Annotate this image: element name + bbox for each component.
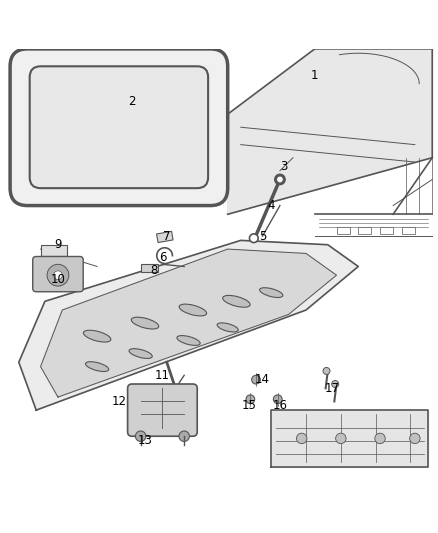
Text: 7: 7	[163, 230, 170, 243]
Text: 2: 2	[128, 95, 136, 108]
FancyBboxPatch shape	[10, 49, 228, 206]
Ellipse shape	[177, 336, 200, 345]
Circle shape	[278, 177, 282, 182]
Polygon shape	[41, 249, 336, 397]
Text: 9: 9	[54, 238, 62, 251]
Circle shape	[250, 234, 258, 243]
Ellipse shape	[223, 295, 250, 307]
FancyBboxPatch shape	[127, 384, 197, 436]
Text: 1: 1	[311, 69, 318, 82]
Ellipse shape	[129, 349, 152, 358]
Bar	[41, 245, 67, 256]
Bar	[141, 264, 158, 272]
Ellipse shape	[131, 317, 159, 329]
Ellipse shape	[260, 288, 283, 297]
Circle shape	[53, 271, 62, 279]
Polygon shape	[228, 49, 432, 214]
Circle shape	[323, 367, 330, 375]
Bar	[402, 228, 415, 234]
Text: 10: 10	[50, 273, 65, 286]
Circle shape	[135, 431, 146, 441]
Circle shape	[179, 431, 189, 441]
FancyBboxPatch shape	[33, 256, 83, 292]
Circle shape	[332, 381, 339, 387]
Bar	[358, 228, 371, 234]
Bar	[336, 228, 350, 234]
Text: 14: 14	[255, 373, 270, 386]
Text: 15: 15	[242, 399, 257, 412]
Text: 4: 4	[268, 199, 275, 212]
Ellipse shape	[85, 362, 109, 372]
Circle shape	[252, 375, 260, 384]
Circle shape	[297, 433, 307, 443]
Circle shape	[47, 264, 69, 286]
Text: 17: 17	[325, 382, 339, 395]
Text: 12: 12	[111, 395, 127, 408]
Text: 16: 16	[272, 399, 287, 412]
Circle shape	[410, 433, 420, 443]
Ellipse shape	[179, 304, 207, 316]
Text: 11: 11	[155, 369, 170, 382]
Circle shape	[336, 433, 346, 443]
Text: 13: 13	[138, 434, 152, 447]
FancyBboxPatch shape	[30, 66, 208, 188]
Polygon shape	[271, 410, 428, 467]
Text: 3: 3	[281, 160, 288, 173]
Circle shape	[273, 395, 282, 403]
Text: 5: 5	[259, 230, 266, 243]
Ellipse shape	[83, 330, 111, 342]
Text: 6: 6	[159, 251, 166, 264]
Circle shape	[246, 395, 254, 403]
Bar	[380, 228, 393, 234]
Bar	[156, 231, 173, 243]
Circle shape	[275, 174, 285, 184]
Text: 8: 8	[150, 264, 157, 277]
Circle shape	[375, 433, 385, 443]
Ellipse shape	[217, 323, 238, 332]
Polygon shape	[19, 240, 358, 410]
